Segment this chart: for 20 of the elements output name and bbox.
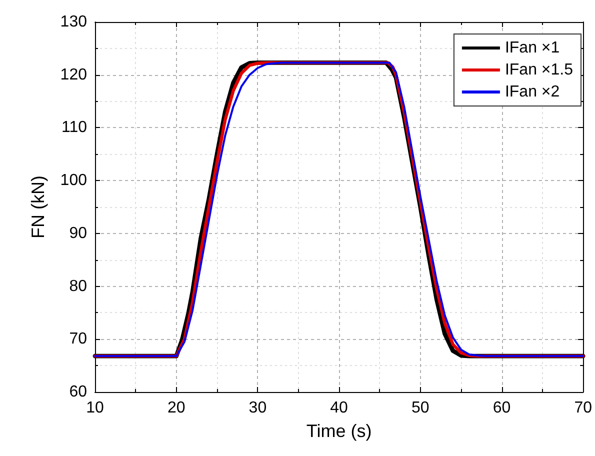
x-axis-title: Time (s) xyxy=(306,421,372,441)
x-tick-label: 60 xyxy=(492,400,511,416)
legend-label: IFan ×1 xyxy=(504,40,560,56)
x-tick-label: 40 xyxy=(330,400,348,416)
y-tick-label: 80 xyxy=(69,278,88,295)
y-tick-label: 120 xyxy=(60,66,88,84)
y-tick-label: 70 xyxy=(69,330,88,348)
x-tick-label: 30 xyxy=(248,400,267,416)
x-tick-label: 70 xyxy=(574,400,592,416)
x-tick-label: 50 xyxy=(412,400,430,416)
y-tick-label: 100 xyxy=(60,172,88,190)
y-tick-label: 110 xyxy=(61,119,88,136)
y-axis-title: FN (kN) xyxy=(28,176,48,238)
x-tick-label: 10 xyxy=(86,400,104,416)
y-tick-label: 90 xyxy=(69,224,88,242)
y-tick-label: 60 xyxy=(69,384,88,400)
legend-label: IFan ×1.5 xyxy=(504,62,574,78)
y-tick-label: 130 xyxy=(60,14,88,30)
legend-label: IFan ×2 xyxy=(504,84,560,100)
x-tick-label: 20 xyxy=(167,400,186,416)
